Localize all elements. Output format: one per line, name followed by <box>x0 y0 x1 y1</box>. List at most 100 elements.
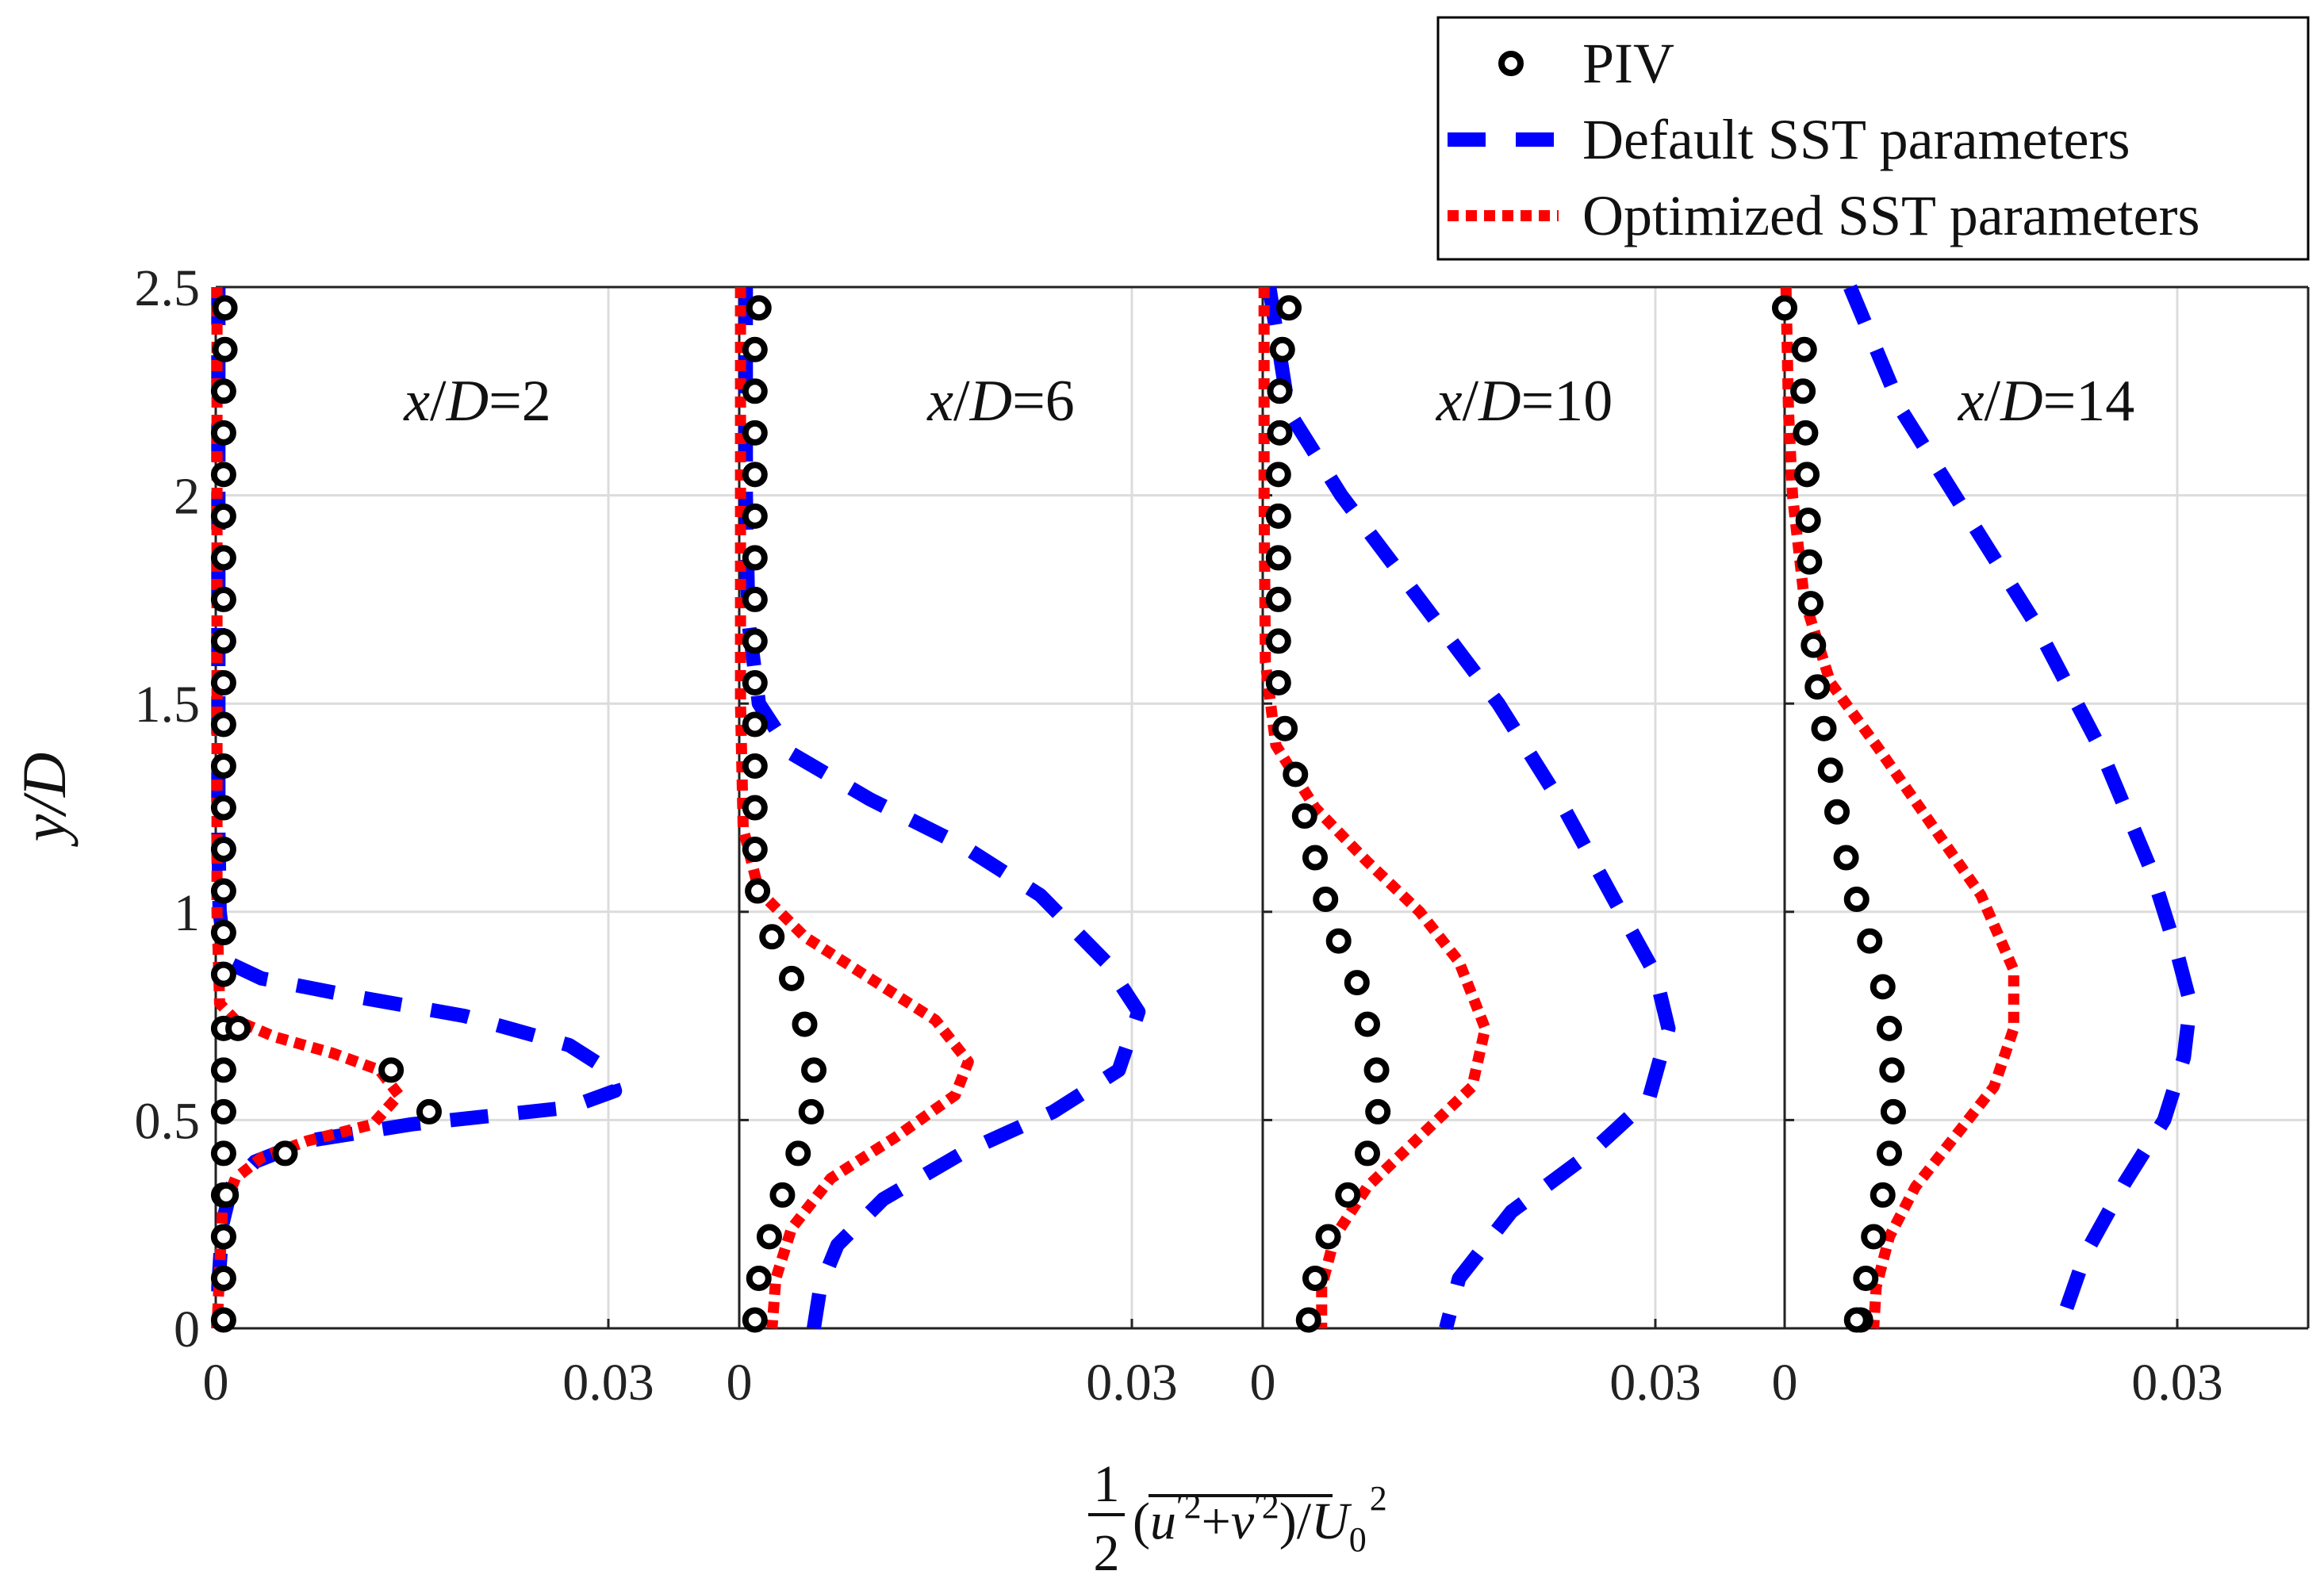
x-tick-label: 0.03 <box>2131 1354 2223 1412</box>
panel-3: 0 0.03 x/D=10 <box>1250 285 1786 1412</box>
piv-point <box>1283 761 1309 787</box>
legend-label-piv: PIV <box>1582 32 1674 95</box>
x-label-u: u <box>1150 1492 1176 1550</box>
panel-label-d: D <box>2000 369 2042 434</box>
x-label-U: U <box>1311 1492 1352 1550</box>
piv-point <box>213 1182 240 1208</box>
x-label-close: )/ <box>1279 1492 1312 1550</box>
piv-point <box>1870 1182 1896 1208</box>
x-label-fraction-num: 1 <box>1094 1455 1120 1513</box>
piv-point <box>742 1307 768 1333</box>
piv-point <box>742 586 768 612</box>
piv-point <box>1355 1011 1380 1037</box>
y-tick-label: 1 <box>174 884 200 942</box>
piv-point <box>1302 1265 1328 1291</box>
panel-label-x: x <box>1958 369 1985 434</box>
piv-point <box>1795 508 1821 534</box>
piv-point <box>1870 974 1896 1000</box>
panel-label-x: x <box>1436 369 1463 434</box>
x-tick-label: 0 <box>1772 1354 1798 1412</box>
piv-point <box>759 924 785 950</box>
piv-point <box>210 961 236 987</box>
legend-label-default: Default SST parameters <box>1582 108 2130 171</box>
x-label-fraction-den: 2 <box>1094 1524 1120 1582</box>
panels: 00.511.522.50 0.03x/D=20 0.03x/D=60 0.03x/D… <box>135 259 2310 1412</box>
piv-point <box>742 753 768 779</box>
piv-point <box>210 1265 236 1291</box>
piv-point <box>1877 1140 1902 1167</box>
piv-point <box>1857 928 1883 954</box>
panel-label-d: D <box>1478 369 1521 434</box>
piv-point <box>210 795 236 821</box>
x-tick-label: 0 <box>1250 1354 1276 1412</box>
piv-point <box>210 669 236 695</box>
y-tick-label: 0 <box>174 1301 200 1358</box>
piv-point <box>742 462 768 488</box>
piv-point <box>1269 336 1295 362</box>
piv-point <box>742 420 768 446</box>
piv-point <box>1363 1057 1390 1083</box>
piv-point <box>210 586 236 612</box>
piv-point <box>210 878 236 904</box>
panel-label-d: D <box>969 369 1012 434</box>
panel-label-slash: / <box>1985 369 2001 434</box>
piv-point <box>779 965 804 991</box>
piv-point <box>1302 845 1328 871</box>
piv-point <box>1797 549 1823 575</box>
piv-point <box>1265 586 1291 612</box>
piv-point <box>210 378 236 404</box>
piv-point <box>742 378 768 404</box>
x-label-body: (u′2+v′2)/U02 <box>1133 1479 1387 1559</box>
piv-point <box>1817 757 1843 784</box>
piv-point <box>801 1057 827 1083</box>
piv-point <box>742 837 768 863</box>
x-tick-label: 0 <box>727 1354 753 1412</box>
legend: PIV Default SST parameters Optimized SST… <box>1436 16 2310 261</box>
panel-label-slash: / <box>953 369 970 434</box>
piv-point <box>792 1011 818 1037</box>
y-tick-label: 0.5 <box>135 1092 201 1150</box>
piv-point <box>1335 1182 1361 1208</box>
piv-point <box>742 336 768 362</box>
x-label-v: v <box>1231 1492 1255 1550</box>
x-label-uprime: ′2 <box>1176 1487 1202 1526</box>
piv-point <box>210 837 236 863</box>
y-tick-label: 2 <box>174 468 200 526</box>
piv-point <box>742 669 768 695</box>
x-axis-label: 1 2 (u′2+v′2)/U02 <box>1088 1455 1387 1582</box>
piv-point <box>212 295 238 321</box>
piv-point <box>1267 420 1293 446</box>
piv-point <box>1276 295 1302 321</box>
piv-point <box>1811 715 1837 741</box>
piv-point <box>1772 295 1797 321</box>
piv-point <box>798 1098 824 1124</box>
piv-point <box>1344 970 1370 996</box>
piv-point <box>769 1182 796 1208</box>
piv-point <box>1880 1098 1906 1124</box>
piv-point <box>1793 420 1819 446</box>
panel-label: x/D=10 <box>1436 369 1613 434</box>
piv-point <box>742 628 768 654</box>
piv-point <box>212 336 238 362</box>
piv-point <box>210 711 236 738</box>
panel-label-d: D <box>446 369 489 434</box>
panel-label: x/D=6 <box>926 369 1075 434</box>
optimized-sst-line <box>1780 286 2019 1329</box>
piv-point <box>210 1224 236 1250</box>
panel-label: x/D=2 <box>403 369 551 434</box>
piv-point <box>1265 545 1291 571</box>
piv-point <box>1295 1307 1321 1333</box>
piv-point <box>210 420 236 446</box>
panel-label: x/D=14 <box>1958 369 2135 434</box>
panel-label-x: x <box>926 369 953 434</box>
piv-point <box>1325 928 1352 954</box>
x-tick-label: 0.03 <box>1086 1354 1178 1412</box>
panel-2: 0 0.03 x/D=6 <box>727 285 1263 1412</box>
panel-label-eq: =6 <box>1012 369 1075 434</box>
piv-point <box>210 503 236 529</box>
panel-1: 0 0.5 1 1.5 2 2.5 0 0.03 x/D=2 <box>135 259 739 1412</box>
piv-point <box>746 295 772 321</box>
panel-label-eq: =10 <box>1521 369 1613 434</box>
piv-point <box>1265 462 1291 488</box>
